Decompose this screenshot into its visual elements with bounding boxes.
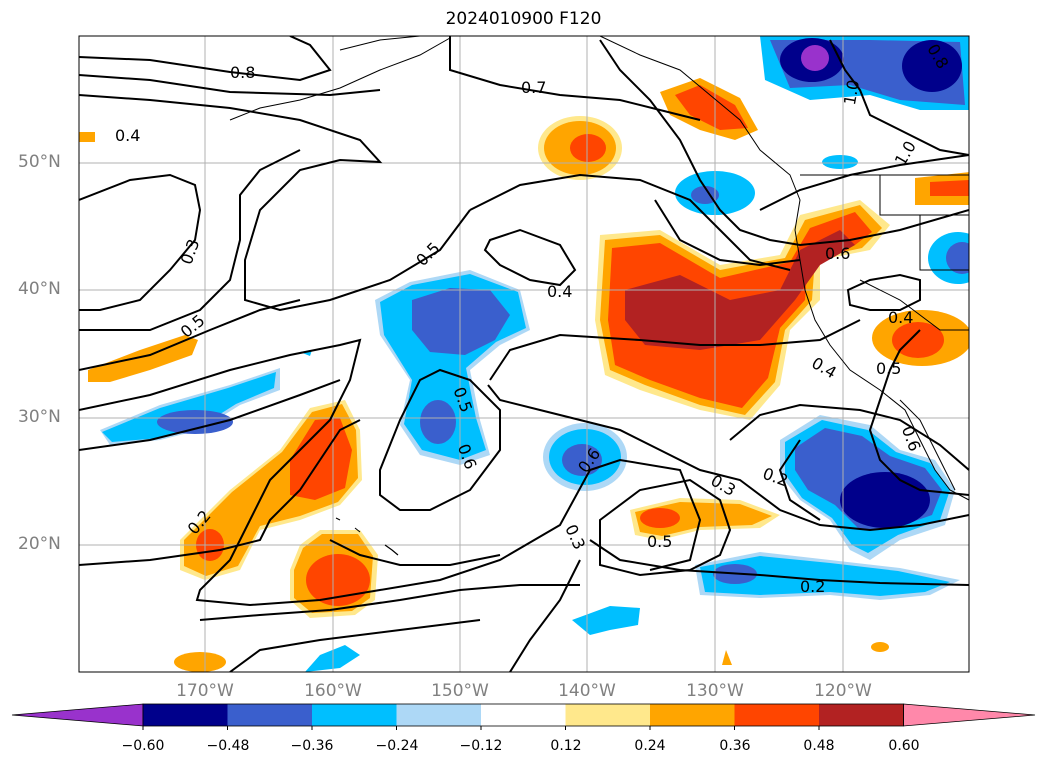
contour-label: 1.0 [840, 78, 863, 106]
lat-label: 20°N [18, 534, 61, 554]
contour-label: 0.5 [647, 532, 672, 551]
contour-lines [79, 36, 969, 672]
contour-label: 0.5 [876, 359, 901, 378]
colorbar-tick-label: 0.24 [634, 738, 666, 754]
lon-label: 140°W [558, 681, 616, 701]
lat-label: 30°N [18, 407, 61, 427]
lon-label: 160°W [304, 681, 362, 701]
contour-label: 0.6 [825, 244, 850, 263]
lon-label: 170°W [176, 681, 234, 701]
contour-label: 0.7 [521, 78, 546, 97]
lat-label: 50°N [18, 152, 61, 172]
colorbar-tick-label: 0.60 [888, 738, 920, 754]
colorbar-tick-label: 0.12 [550, 738, 582, 754]
grid [79, 36, 969, 672]
lon-label: 130°W [686, 681, 744, 701]
colorbar-tick-label: −0.60 [121, 738, 165, 754]
colorbar-tick-label: −0.48 [206, 738, 250, 754]
colorbar-tick-label: 0.48 [803, 738, 835, 754]
lon-label: 150°W [431, 681, 489, 701]
lat-label: 40°N [18, 279, 61, 299]
contour-label: 0.2 [800, 577, 825, 596]
colorbar-tick-label: −0.12 [459, 738, 503, 754]
map-title: 2024010900 F120 [445, 9, 602, 29]
lon-label: 120°W [814, 681, 872, 701]
contour-label: 0.4 [115, 126, 140, 145]
contour-label: 0.4 [888, 308, 913, 327]
colorbar-tick-label: −0.36 [290, 738, 334, 754]
contour-label: 0.4 [547, 282, 572, 301]
coastline [229, 36, 969, 556]
colorbar-tick-label: −0.24 [375, 738, 419, 754]
contour-label: 0.8 [230, 63, 255, 82]
colorbar-tick-label: 0.36 [719, 738, 751, 754]
